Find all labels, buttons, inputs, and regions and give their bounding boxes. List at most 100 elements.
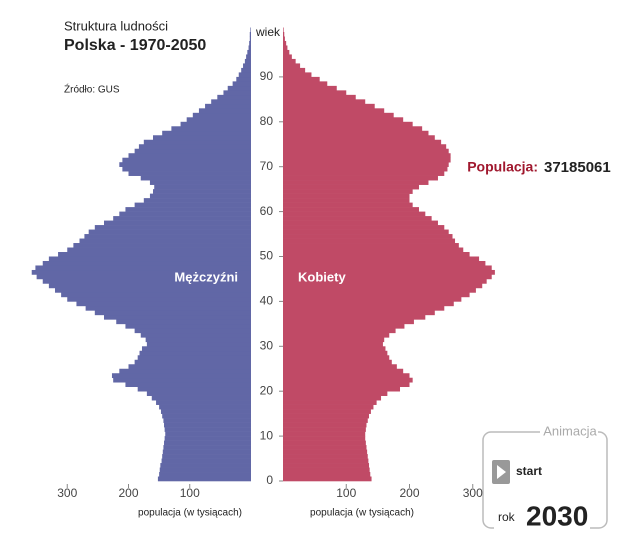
bar bbox=[283, 368, 404, 374]
x-axis-label: populacja (w tysiącach) bbox=[138, 508, 242, 519]
bar bbox=[283, 76, 320, 82]
bar bbox=[113, 377, 251, 383]
bar bbox=[283, 58, 296, 64]
chart-title: Polska - 1970-2050 bbox=[64, 37, 206, 54]
bar bbox=[36, 274, 251, 280]
panel-title-bg bbox=[540, 425, 598, 439]
play-icon[interactable] bbox=[497, 465, 506, 479]
bar bbox=[137, 355, 251, 361]
population-label: Populacja: bbox=[467, 159, 538, 175]
bar bbox=[283, 103, 375, 109]
bar bbox=[48, 256, 251, 262]
bar bbox=[283, 400, 377, 405]
bar bbox=[73, 243, 251, 248]
bar bbox=[243, 63, 251, 69]
bar bbox=[85, 305, 251, 311]
bar bbox=[153, 189, 251, 194]
bar bbox=[104, 314, 251, 320]
bar bbox=[283, 121, 413, 127]
bar bbox=[283, 166, 448, 172]
bar bbox=[283, 386, 401, 392]
bar bbox=[283, 36, 285, 42]
bar bbox=[283, 72, 312, 78]
bar bbox=[151, 395, 251, 401]
bar bbox=[283, 458, 369, 464]
bar bbox=[283, 301, 454, 307]
bar bbox=[128, 364, 251, 370]
bar bbox=[164, 440, 251, 446]
bar bbox=[283, 341, 383, 347]
bar bbox=[283, 427, 366, 432]
bar bbox=[246, 54, 251, 60]
start-label[interactable]: start bbox=[516, 464, 542, 478]
bar bbox=[283, 139, 442, 145]
bar bbox=[283, 216, 432, 221]
bar bbox=[232, 81, 251, 87]
bar bbox=[111, 373, 252, 379]
y-tick-label: 80 bbox=[260, 114, 274, 128]
bar bbox=[35, 265, 252, 271]
bar bbox=[283, 31, 285, 37]
bar bbox=[249, 40, 251, 46]
bar bbox=[146, 341, 251, 347]
x-tick-label: 300 bbox=[463, 486, 483, 500]
bar bbox=[283, 265, 492, 271]
bar bbox=[283, 413, 370, 419]
bar bbox=[283, 391, 388, 396]
bar bbox=[283, 274, 492, 280]
bar bbox=[283, 404, 374, 410]
bar bbox=[249, 36, 251, 42]
bar bbox=[283, 99, 366, 105]
source: Źródło: GUS bbox=[64, 83, 120, 96]
bar bbox=[163, 445, 251, 450]
y-tick-label: 90 bbox=[260, 69, 274, 83]
bar bbox=[84, 234, 252, 239]
bar bbox=[186, 117, 251, 123]
bar bbox=[283, 198, 410, 203]
bar bbox=[162, 413, 251, 419]
bar bbox=[283, 63, 301, 69]
bar bbox=[244, 58, 251, 64]
y-tick-label: 70 bbox=[260, 159, 274, 173]
bar bbox=[125, 382, 251, 388]
y-tick-label: 0 bbox=[266, 473, 273, 487]
bar bbox=[157, 476, 251, 482]
bar bbox=[247, 49, 251, 55]
bar bbox=[283, 27, 284, 33]
bar bbox=[125, 323, 251, 329]
bar bbox=[160, 463, 251, 468]
x-tick-label: 200 bbox=[399, 486, 419, 500]
bar bbox=[283, 283, 483, 289]
bar bbox=[283, 476, 372, 482]
bar bbox=[48, 283, 251, 289]
bar bbox=[153, 135, 251, 141]
bar bbox=[283, 409, 371, 414]
bar bbox=[283, 269, 495, 275]
x-tick-label: 100 bbox=[336, 486, 356, 500]
year-bg bbox=[494, 505, 590, 533]
bar bbox=[283, 40, 287, 46]
bar bbox=[94, 310, 251, 316]
bar bbox=[134, 148, 251, 154]
bar bbox=[164, 436, 251, 441]
y-tick-label: 60 bbox=[260, 204, 274, 218]
bar bbox=[283, 67, 306, 73]
bar bbox=[159, 472, 251, 477]
bar bbox=[139, 350, 251, 356]
bar bbox=[283, 319, 414, 325]
bar bbox=[283, 54, 292, 60]
bar bbox=[283, 395, 382, 401]
bar bbox=[238, 72, 251, 78]
bar bbox=[164, 422, 251, 428]
bar bbox=[283, 359, 392, 365]
bar bbox=[283, 180, 429, 185]
bar bbox=[162, 130, 251, 136]
bar bbox=[283, 175, 438, 181]
bar bbox=[283, 148, 449, 154]
bar bbox=[140, 175, 251, 181]
start-button[interactable]: start bbox=[492, 460, 542, 484]
bar bbox=[31, 269, 251, 275]
bar bbox=[205, 103, 251, 109]
bar bbox=[283, 377, 413, 383]
bar bbox=[283, 220, 438, 226]
